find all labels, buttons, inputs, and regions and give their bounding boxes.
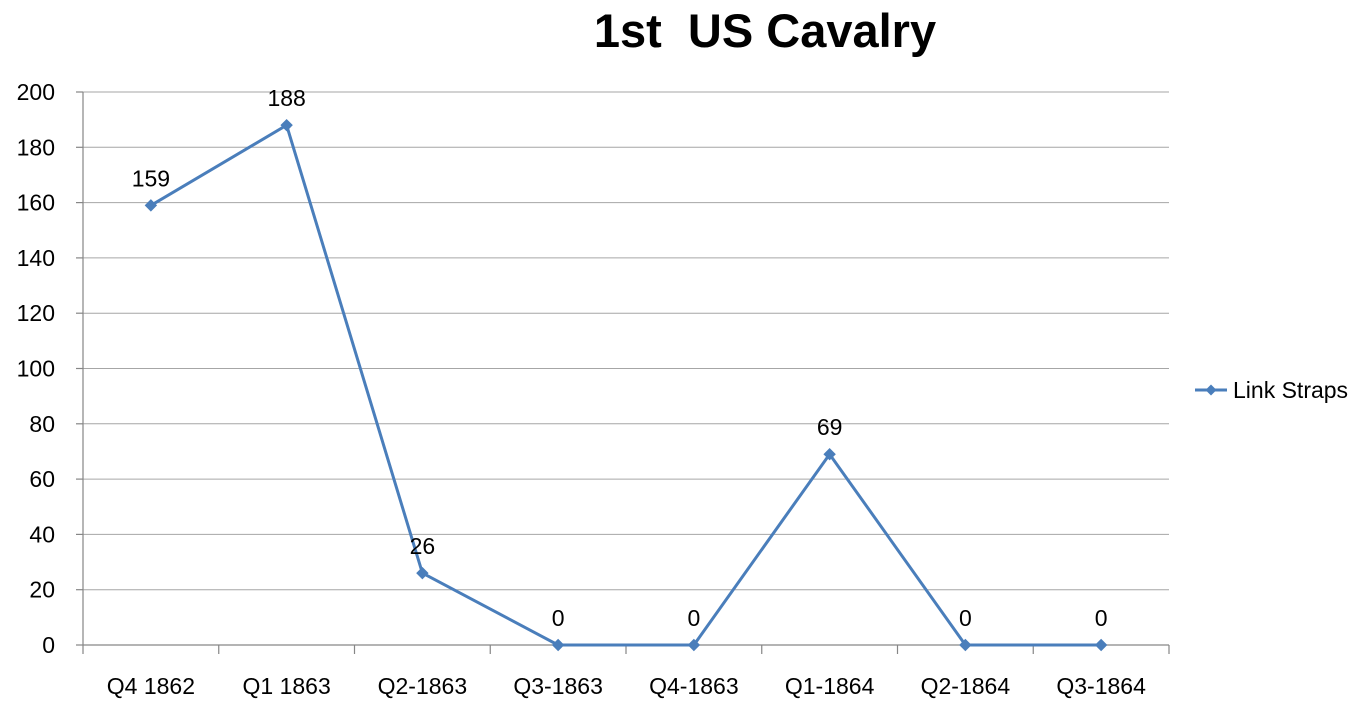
x-tick-label: Q3-1864 [1056, 673, 1146, 699]
x-tick-label: Q3-1863 [513, 673, 603, 699]
x-tick-label: Q1 1863 [243, 673, 331, 699]
data-label: 69 [817, 414, 843, 440]
y-tick-label: 200 [17, 79, 55, 105]
data-point-marker [823, 448, 836, 461]
legend-marker-swatch [1205, 384, 1217, 396]
x-tick-label: Q1-1864 [785, 673, 875, 699]
data-labels: 159 188 26 0 0 69 0 0 [132, 85, 1108, 631]
series-markers [144, 118, 1108, 652]
y-tick-label: 80 [29, 411, 55, 437]
x-tick-label: Q2-1863 [378, 673, 468, 699]
x-tick-label: Q2-1864 [921, 673, 1011, 699]
data-point-marker [959, 638, 972, 652]
y-tick-label: 100 [17, 356, 55, 382]
y-tick-label: 0 [42, 632, 55, 658]
x-tick-label: Q4 1862 [107, 673, 195, 699]
data-label: 0 [552, 605, 565, 631]
axes [76, 91, 1170, 654]
data-point-marker [1094, 638, 1108, 652]
y-tick-label: 20 [29, 577, 55, 603]
chart-title: 1st US Cavalry [594, 4, 936, 57]
y-axis-tick-labels: 0 20 40 60 80 100 120 140 160 180 200 [17, 79, 55, 658]
data-label: 0 [1095, 605, 1108, 631]
x-axis-tick-labels: Q4 1862 Q1 1863 Q2-1863 Q3-1863 Q4-1863 Q1-18… [107, 673, 1146, 699]
y-tick-label: 40 [29, 521, 55, 547]
series-lines [149, 123, 1103, 647]
series-line [149, 123, 1103, 647]
data-point-marker [687, 638, 701, 652]
x-tick-label: Q4-1863 [649, 673, 739, 699]
data-label: 159 [132, 165, 170, 191]
data-point-marker [280, 118, 293, 132]
data-label: 0 [687, 605, 700, 631]
data-label: 188 [267, 85, 305, 111]
legend: Link Straps [1195, 377, 1348, 403]
data-label: 26 [410, 533, 436, 559]
gridlines [83, 91, 1169, 591]
y-tick-label: 140 [17, 245, 55, 271]
y-tick-label: 120 [17, 300, 55, 326]
data-point-marker [416, 566, 429, 580]
y-tick-label: 180 [17, 134, 55, 160]
data-point-marker [551, 638, 565, 652]
data-point-marker [144, 199, 158, 212]
y-tick-label: 160 [17, 190, 55, 216]
data-label: 0 [959, 605, 972, 631]
y-tick-label: 60 [29, 466, 55, 492]
legend-label: Link Straps [1233, 377, 1348, 403]
